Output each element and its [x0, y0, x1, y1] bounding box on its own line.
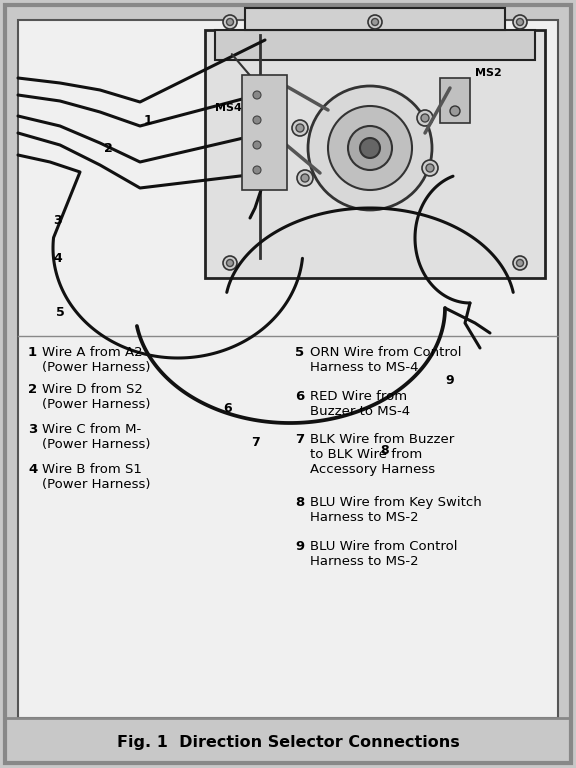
Text: 5: 5	[56, 306, 65, 319]
Text: Wire D from S2: Wire D from S2	[42, 383, 143, 396]
Circle shape	[253, 91, 261, 99]
Circle shape	[226, 260, 233, 266]
Circle shape	[372, 18, 378, 25]
Text: MS4: MS4	[215, 103, 242, 113]
Text: Wire C from M-: Wire C from M-	[42, 423, 141, 436]
Circle shape	[513, 256, 527, 270]
Circle shape	[517, 260, 524, 266]
Circle shape	[292, 120, 308, 136]
Circle shape	[513, 15, 527, 29]
Text: Accessory Harness: Accessory Harness	[310, 463, 435, 476]
Text: 4: 4	[54, 251, 62, 264]
Text: Buzzer to MS-4: Buzzer to MS-4	[310, 405, 410, 418]
Text: 3: 3	[28, 423, 37, 436]
Text: 7: 7	[251, 436, 259, 449]
Text: 1: 1	[28, 346, 37, 359]
Text: 7: 7	[295, 433, 304, 446]
Text: 6: 6	[223, 402, 232, 415]
Circle shape	[417, 110, 433, 126]
Text: BLK Wire from Buzzer: BLK Wire from Buzzer	[310, 433, 454, 446]
Circle shape	[223, 15, 237, 29]
Text: 8: 8	[381, 443, 389, 456]
Circle shape	[426, 164, 434, 172]
Text: (Power Harness): (Power Harness)	[42, 478, 150, 491]
FancyBboxPatch shape	[215, 30, 535, 60]
Circle shape	[360, 138, 380, 158]
Text: BLU Wire from Control: BLU Wire from Control	[310, 540, 457, 553]
Circle shape	[226, 18, 233, 25]
Text: 2: 2	[104, 141, 112, 154]
Circle shape	[297, 170, 313, 186]
FancyBboxPatch shape	[18, 20, 558, 718]
Circle shape	[422, 160, 438, 176]
FancyBboxPatch shape	[440, 78, 470, 123]
Circle shape	[258, 166, 272, 180]
Text: Fig. 1  Direction Selector Connections: Fig. 1 Direction Selector Connections	[116, 736, 460, 750]
Circle shape	[262, 130, 268, 136]
FancyBboxPatch shape	[5, 5, 571, 763]
Circle shape	[258, 86, 272, 100]
Circle shape	[348, 126, 392, 170]
Text: 5: 5	[295, 346, 304, 359]
Text: 3: 3	[54, 214, 62, 227]
Text: RED Wire from: RED Wire from	[310, 390, 407, 403]
FancyBboxPatch shape	[245, 8, 505, 30]
Circle shape	[301, 174, 309, 182]
Text: Wire A from A2: Wire A from A2	[42, 346, 143, 359]
Circle shape	[253, 141, 261, 149]
Circle shape	[253, 116, 261, 124]
Text: Wire B from S1: Wire B from S1	[42, 463, 142, 476]
Text: (Power Harness): (Power Harness)	[42, 398, 150, 411]
Text: Harness to MS-2: Harness to MS-2	[310, 555, 419, 568]
Text: (Power Harness): (Power Harness)	[42, 438, 150, 451]
Text: 4: 4	[28, 463, 37, 476]
Circle shape	[258, 126, 272, 140]
Circle shape	[253, 166, 261, 174]
Text: 9: 9	[295, 540, 304, 553]
Circle shape	[517, 18, 524, 25]
Circle shape	[450, 106, 460, 116]
Text: 6: 6	[295, 390, 304, 403]
Text: BLU Wire from Key Switch: BLU Wire from Key Switch	[310, 496, 482, 509]
Circle shape	[296, 124, 304, 132]
Text: 1: 1	[143, 114, 153, 127]
Circle shape	[262, 90, 268, 96]
Text: ORN Wire from Control: ORN Wire from Control	[310, 346, 461, 359]
Circle shape	[308, 86, 432, 210]
Text: (Power Harness): (Power Harness)	[42, 361, 150, 374]
Text: 2: 2	[28, 383, 37, 396]
Circle shape	[262, 170, 268, 176]
Text: Harness to MS-4: Harness to MS-4	[310, 361, 419, 374]
Text: 9: 9	[446, 373, 454, 386]
FancyBboxPatch shape	[242, 75, 287, 190]
Text: MS2: MS2	[475, 68, 502, 78]
Text: 8: 8	[295, 496, 304, 509]
Circle shape	[223, 256, 237, 270]
Circle shape	[368, 15, 382, 29]
Circle shape	[328, 106, 412, 190]
Text: Harness to MS-2: Harness to MS-2	[310, 511, 419, 524]
Text: to BLK Wire from: to BLK Wire from	[310, 448, 422, 461]
FancyBboxPatch shape	[205, 30, 545, 278]
Circle shape	[421, 114, 429, 122]
